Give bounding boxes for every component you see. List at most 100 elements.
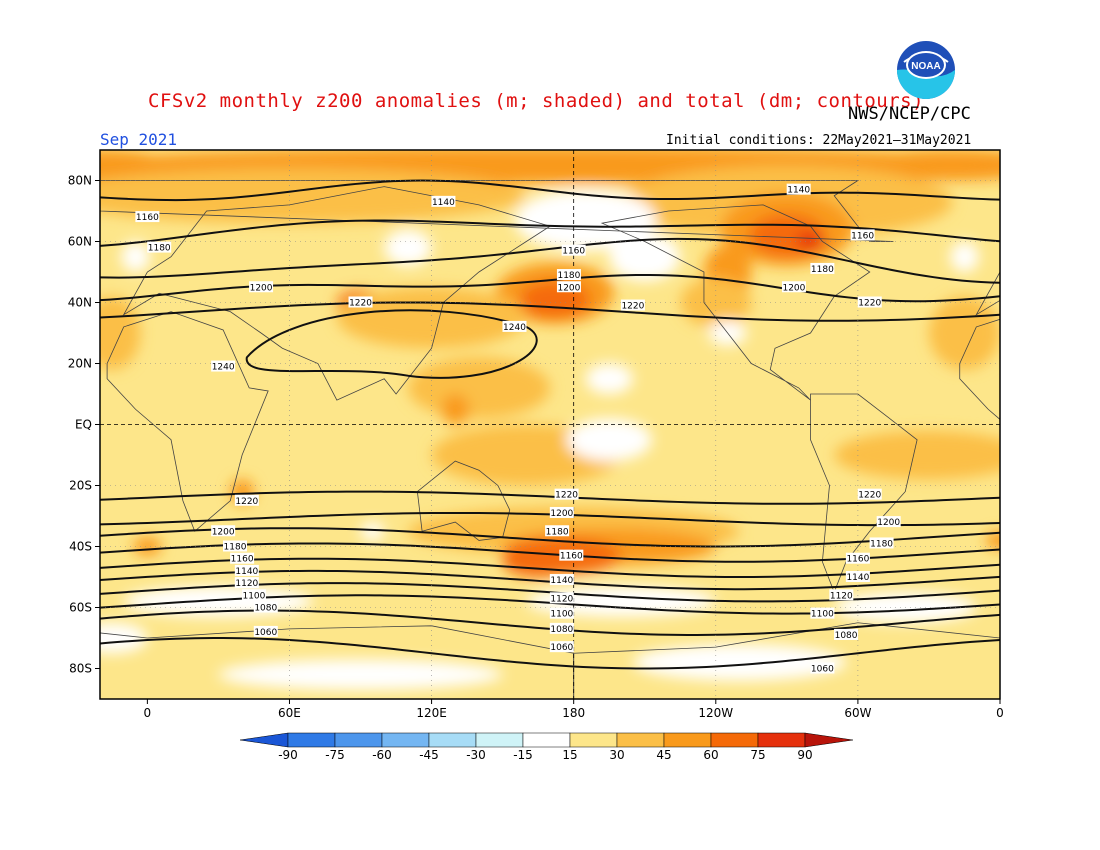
- valid-month-label: Sep 2021: [100, 130, 178, 149]
- colorbar-segment: [663, 732, 712, 748]
- lat-label: 20N: [68, 357, 92, 371]
- contour-label-box: [549, 641, 574, 653]
- anomaly-region: [632, 644, 847, 681]
- contour-label-box: [249, 281, 274, 293]
- contour-label: 1140: [432, 198, 455, 208]
- contour-label: 1240: [503, 323, 526, 333]
- contour-label: 1160: [562, 247, 585, 257]
- contour-line: [100, 219, 1000, 247]
- contour-label-box: [253, 601, 278, 613]
- australia-outline: [416, 460, 511, 541]
- chart-title: CFSv2 monthly z200 anomalies (m; shaded)…: [148, 90, 925, 112]
- contour-label: 1200: [250, 283, 273, 293]
- colorbar-segment: [334, 732, 383, 748]
- contour-line: [100, 179, 1000, 202]
- contour-label: 1080: [254, 604, 277, 614]
- lon-label: 120W: [698, 706, 733, 720]
- colorbar-tick-label: 75: [750, 748, 765, 762]
- anomaly-region: [336, 287, 527, 349]
- contour-label: 1120: [830, 591, 853, 601]
- anomaly-region: [566, 418, 652, 462]
- anomaly-region: [360, 522, 385, 541]
- anomaly-region: [218, 659, 503, 690]
- anomaly-region: [609, 232, 681, 282]
- contour-label-box: [549, 574, 574, 586]
- contour-label-box: [211, 525, 236, 537]
- anomaly-region: [857, 150, 1000, 181]
- colorbar-tick-label: 60: [703, 748, 718, 762]
- greenland-outline: [100, 180, 894, 242]
- contour-label-box: [234, 564, 259, 576]
- contour-label: 1160: [846, 555, 869, 565]
- contour-label: 1180: [546, 527, 569, 537]
- africa-outline: [106, 311, 269, 532]
- colorbar-tick-label: -90: [278, 748, 298, 762]
- contour-label: 1180: [557, 271, 580, 281]
- contour-label-box: [545, 525, 570, 537]
- contour-label-box: [549, 622, 574, 634]
- contour-label-box: [561, 244, 586, 256]
- eurasia-outline: [122, 186, 551, 401]
- contour-label-box: [135, 211, 160, 223]
- colorbar-segment: [381, 732, 430, 748]
- contour-label: 1080: [835, 631, 858, 641]
- contour-labels: 1160118012001220124012401140116011801200…: [135, 183, 901, 675]
- contour-label-box: [850, 229, 875, 241]
- contour-label-box: [502, 320, 527, 332]
- contour-label-box: [230, 552, 255, 564]
- contour-label-box: [781, 281, 806, 293]
- anomaly-region: [100, 168, 527, 224]
- noaa-logo-text: NOAA: [911, 61, 940, 72]
- contour-label: 1220: [235, 497, 258, 507]
- anomaly-region: [133, 537, 162, 556]
- contour-label-box: [559, 549, 584, 561]
- contour-label: 1140: [235, 567, 258, 577]
- contour-label: 1180: [870, 539, 893, 549]
- colorbar-tick-label: -60: [372, 748, 392, 762]
- anomaly-region: [834, 430, 1000, 480]
- north-america-outline: [600, 204, 871, 401]
- contour-label-box: [834, 628, 859, 640]
- contour-label-box: [211, 360, 236, 372]
- reference-lines: [100, 150, 1000, 699]
- colorbar: -90 -75 -60 -45 -30 -15 15 30 45 60 75 90: [239, 732, 854, 762]
- lon-label: 0: [996, 706, 1004, 720]
- colorbar-tick-label: 90: [797, 748, 812, 762]
- contour-label-box: [147, 241, 172, 253]
- lat-label: EQ: [75, 418, 92, 432]
- contour-label: 1080: [550, 625, 573, 635]
- colorbar-segment: [287, 732, 336, 748]
- contour-label-box: [549, 592, 574, 604]
- anomaly-region: [441, 394, 470, 425]
- contour-label-box: [549, 607, 574, 619]
- contour-label: 1140: [550, 576, 573, 586]
- colorbar-arrow-right: [804, 732, 854, 748]
- contour-label: 1140: [846, 573, 869, 583]
- anomaly-region: [100, 150, 172, 181]
- contour-label-box: [241, 589, 266, 601]
- contour-label: 1240: [212, 363, 235, 373]
- contour-label: 1120: [550, 594, 573, 604]
- contour-label: 1200: [557, 283, 580, 293]
- antarctica-outline: [100, 625, 575, 699]
- contour-label: 1100: [242, 591, 265, 601]
- contour-label: 1200: [212, 527, 235, 537]
- colorbar-tick-label: 15: [562, 748, 577, 762]
- contour-label-box: [234, 577, 259, 589]
- contour-label-box: [810, 662, 835, 674]
- contour-label-box: [845, 552, 870, 564]
- contour-label: 1180: [224, 543, 247, 553]
- anomaly-region: [514, 189, 657, 251]
- lon-label: 60W: [844, 706, 871, 720]
- lat-label: 80N: [68, 174, 92, 188]
- anomaly-region: [950, 241, 979, 272]
- contour-label: 1180: [148, 244, 171, 254]
- contour-label: 1220: [555, 491, 578, 501]
- contour-label-box: [786, 183, 811, 195]
- contour-label: 1160: [136, 213, 159, 223]
- anomaly-region: [585, 363, 633, 394]
- contour-label: 1060: [811, 665, 834, 675]
- contour-label-box: [810, 607, 835, 619]
- lat-label: 60S: [69, 601, 92, 615]
